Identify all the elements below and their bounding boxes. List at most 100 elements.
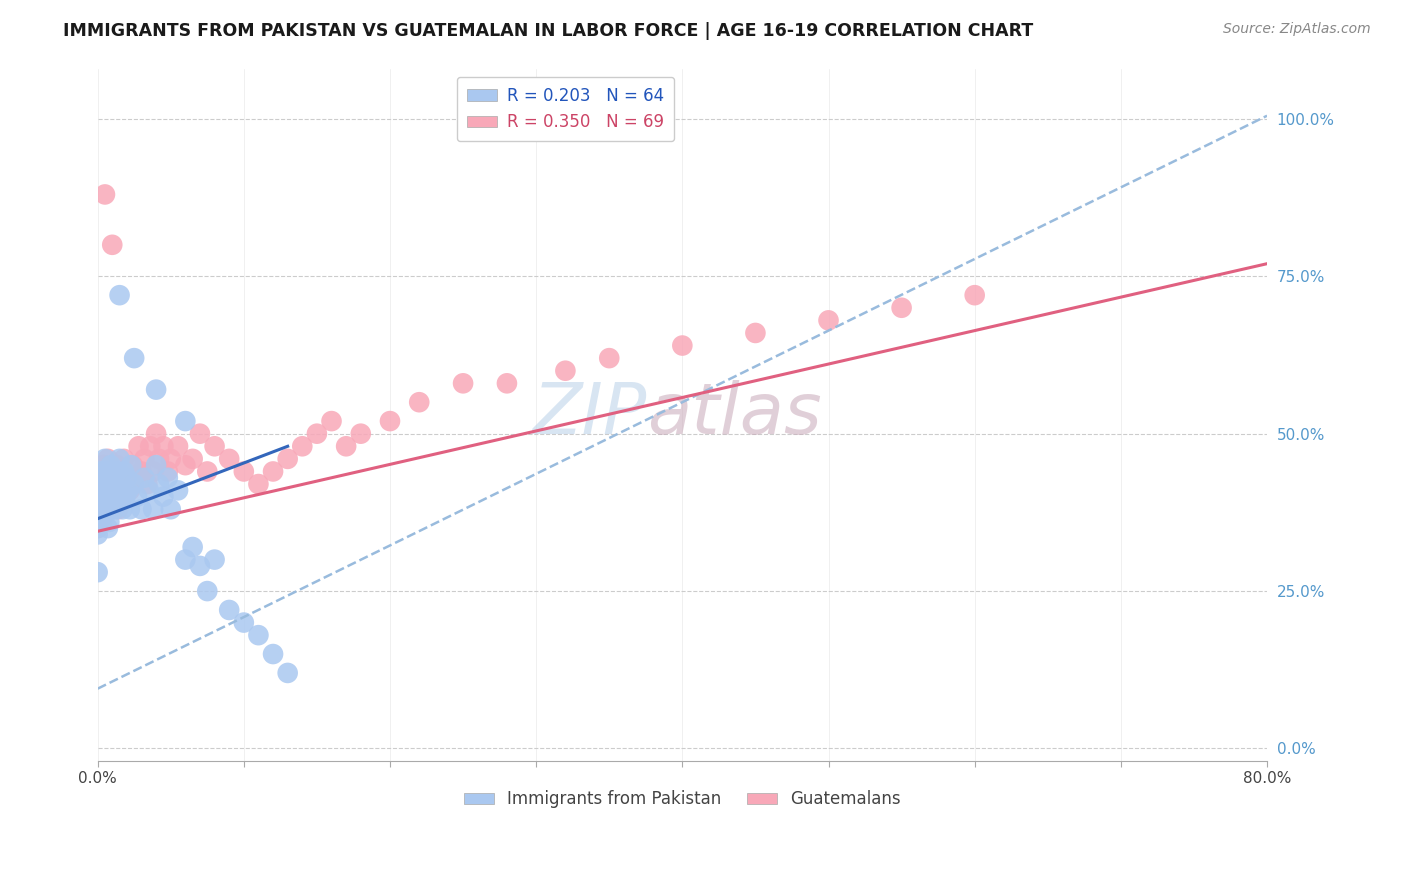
Point xyxy=(101,490,124,504)
Point xyxy=(277,451,299,466)
Point xyxy=(108,288,131,302)
Point xyxy=(378,414,401,428)
Point xyxy=(134,471,156,485)
Point xyxy=(142,502,165,516)
Point xyxy=(218,451,240,466)
Point xyxy=(127,490,149,504)
Point xyxy=(174,414,197,428)
Point xyxy=(138,483,160,498)
Point xyxy=(188,558,211,573)
Point xyxy=(96,465,118,479)
Point xyxy=(98,483,121,498)
Point xyxy=(90,496,112,510)
Point xyxy=(91,471,114,485)
Point xyxy=(817,313,839,327)
Point xyxy=(112,451,135,466)
Point xyxy=(277,665,299,680)
Point xyxy=(90,465,112,479)
Point xyxy=(496,376,519,391)
Point xyxy=(963,288,986,302)
Point xyxy=(86,565,108,579)
Point xyxy=(111,490,134,504)
Point xyxy=(305,426,328,441)
Point xyxy=(94,451,117,466)
Point xyxy=(97,477,120,491)
Point xyxy=(232,615,254,630)
Point xyxy=(110,465,132,479)
Point xyxy=(87,496,110,510)
Point xyxy=(188,426,211,441)
Point xyxy=(131,465,153,479)
Point xyxy=(86,515,108,529)
Point xyxy=(86,521,108,535)
Point xyxy=(115,471,138,485)
Point xyxy=(195,584,218,599)
Point xyxy=(136,477,159,491)
Point xyxy=(174,458,197,472)
Point xyxy=(554,364,576,378)
Point xyxy=(108,451,131,466)
Point xyxy=(93,458,115,472)
Point xyxy=(232,465,254,479)
Point xyxy=(87,490,110,504)
Point xyxy=(94,187,117,202)
Legend: Immigrants from Pakistan, Guatemalans: Immigrants from Pakistan, Guatemalans xyxy=(457,784,907,815)
Point xyxy=(247,628,270,642)
Point xyxy=(167,439,190,453)
Point xyxy=(115,471,138,485)
Point xyxy=(110,483,132,498)
Point xyxy=(204,552,226,566)
Point xyxy=(104,502,127,516)
Point xyxy=(159,502,181,516)
Point xyxy=(134,451,156,466)
Point xyxy=(86,527,108,541)
Point xyxy=(101,471,124,485)
Point xyxy=(142,465,165,479)
Point xyxy=(114,490,136,504)
Point xyxy=(152,439,174,453)
Point xyxy=(93,471,115,485)
Point xyxy=(148,477,170,491)
Point xyxy=(107,496,129,510)
Point xyxy=(105,465,128,479)
Point xyxy=(87,477,110,491)
Point xyxy=(204,439,226,453)
Point xyxy=(97,451,120,466)
Point xyxy=(112,465,135,479)
Point xyxy=(321,414,343,428)
Point xyxy=(101,465,124,479)
Point xyxy=(96,496,118,510)
Point xyxy=(96,465,118,479)
Point xyxy=(86,521,108,535)
Point xyxy=(101,237,124,252)
Point xyxy=(121,458,143,472)
Point xyxy=(86,502,108,516)
Point xyxy=(108,477,131,491)
Point xyxy=(100,458,122,472)
Point xyxy=(96,490,118,504)
Point xyxy=(451,376,474,391)
Point xyxy=(94,502,117,516)
Point xyxy=(247,477,270,491)
Point xyxy=(145,426,167,441)
Point xyxy=(181,540,204,554)
Point xyxy=(98,483,121,498)
Point xyxy=(890,301,912,315)
Text: atlas: atlas xyxy=(647,380,823,450)
Text: Source: ZipAtlas.com: Source: ZipAtlas.com xyxy=(1223,22,1371,37)
Point xyxy=(350,426,373,441)
Point xyxy=(103,477,125,491)
Point xyxy=(148,451,170,466)
Point xyxy=(156,471,179,485)
Point xyxy=(93,508,115,523)
Point xyxy=(122,351,145,365)
Point xyxy=(159,451,181,466)
Point xyxy=(174,552,197,566)
Point xyxy=(94,477,117,491)
Point xyxy=(107,502,129,516)
Point xyxy=(744,326,766,340)
Point xyxy=(104,490,127,504)
Point xyxy=(98,515,121,529)
Point xyxy=(103,477,125,491)
Point xyxy=(100,502,122,516)
